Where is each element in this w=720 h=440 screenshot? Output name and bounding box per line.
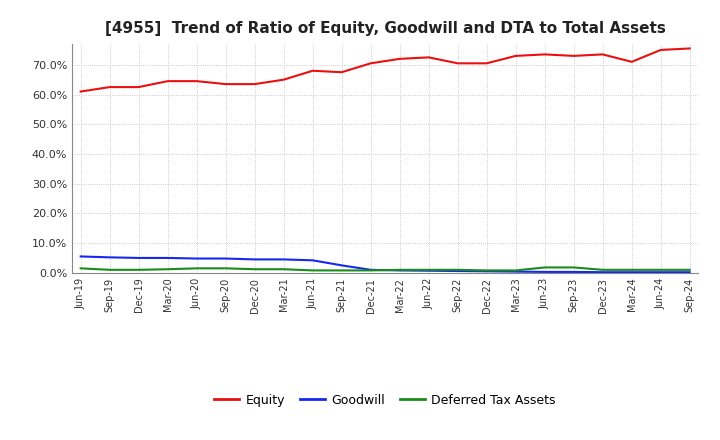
Title: [4955]  Trend of Ratio of Equity, Goodwill and DTA to Total Assets: [4955] Trend of Ratio of Equity, Goodwil… (105, 21, 665, 36)
Legend: Equity, Goodwill, Deferred Tax Assets: Equity, Goodwill, Deferred Tax Assets (210, 389, 561, 412)
